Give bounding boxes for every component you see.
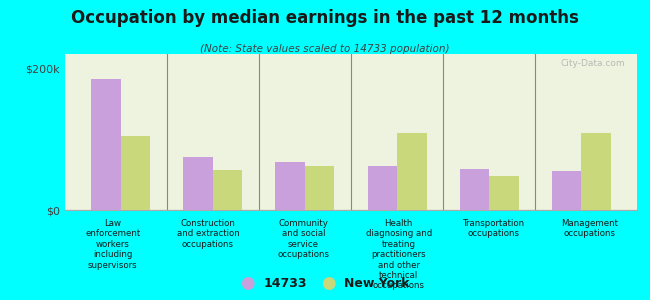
Bar: [276, 162, 305, 210]
Bar: [183, 157, 213, 210]
Text: Law
enforcement
workers
including
supervisors: Law enforcement workers including superv…: [85, 219, 140, 270]
Text: ●: ●: [240, 274, 254, 292]
Text: Transportation
occupations: Transportation occupations: [463, 219, 525, 239]
Text: Community
and social
service
occupations: Community and social service occupations: [278, 219, 330, 259]
Text: Management
occupations: Management occupations: [561, 219, 618, 239]
Bar: [120, 136, 150, 210]
Bar: [460, 169, 489, 210]
Text: 14733: 14733: [263, 277, 307, 290]
Text: New York: New York: [344, 277, 410, 290]
Text: Health
diagnosing and
treating
practitioners
and other
technical
occupations: Health diagnosing and treating practitio…: [365, 219, 432, 290]
Bar: [552, 171, 582, 210]
Bar: [397, 134, 426, 210]
Bar: [91, 79, 120, 210]
Text: ●: ●: [321, 274, 335, 292]
Bar: [213, 169, 242, 210]
Text: City-Data.com: City-Data.com: [561, 59, 625, 68]
Bar: [489, 176, 519, 210]
Bar: [582, 134, 611, 210]
Text: Occupation by median earnings in the past 12 months: Occupation by median earnings in the pas…: [71, 9, 579, 27]
Bar: [305, 166, 334, 210]
Text: Construction
and extraction
occupations: Construction and extraction occupations: [177, 219, 239, 249]
Bar: [368, 166, 397, 210]
Text: (Note: State values scaled to 14733 population): (Note: State values scaled to 14733 popu…: [200, 44, 450, 53]
